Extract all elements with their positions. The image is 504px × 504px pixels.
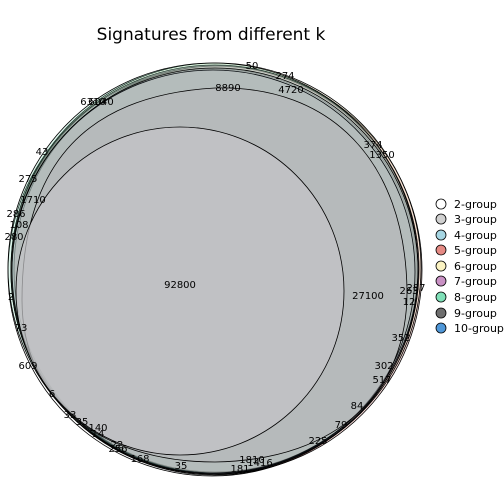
legend-swatch bbox=[435, 275, 447, 287]
legend-swatch bbox=[435, 198, 447, 210]
region-label: 1710 bbox=[20, 195, 45, 206]
legend-swatch bbox=[435, 229, 447, 241]
region-label: 6 bbox=[49, 389, 55, 400]
region-label: 43 bbox=[36, 147, 49, 158]
region-label: 50 bbox=[246, 61, 259, 72]
legend-item-2-group: 2-group bbox=[435, 198, 497, 211]
region-label: 2 bbox=[8, 292, 14, 303]
region-label: 280 bbox=[4, 232, 23, 243]
legend-item-3-group: 3-group bbox=[435, 213, 497, 226]
region-labels: 92800 27100 8890 4720 1350 374 274 50 63… bbox=[4, 61, 425, 475]
region-label: 1416 bbox=[247, 458, 272, 469]
region-label: 6040 bbox=[88, 97, 113, 108]
region-label: 181 bbox=[230, 464, 249, 475]
legend-label: 7-group bbox=[454, 275, 497, 288]
region-label: 35 bbox=[175, 461, 188, 472]
legend-label: 2-group bbox=[454, 198, 497, 211]
region-label: 84 bbox=[351, 401, 364, 412]
region-label: 8890 bbox=[215, 83, 240, 94]
legend-item-9-group: 9-group bbox=[435, 307, 497, 320]
region-label: 275 bbox=[18, 174, 37, 185]
region-label: 33 bbox=[64, 410, 77, 421]
region-label: 140 bbox=[88, 423, 107, 434]
legend-item-7-group: 7-group bbox=[435, 275, 497, 288]
region-label: 1350 bbox=[369, 150, 394, 161]
region-label: 287 bbox=[406, 283, 425, 294]
region-label: 168 bbox=[130, 454, 149, 465]
legend-label: 5-group bbox=[454, 244, 497, 257]
legend-item-5-group: 5-group bbox=[435, 244, 497, 257]
region-label: 374 bbox=[363, 140, 382, 151]
region-label: 352 bbox=[391, 333, 410, 344]
region-label: 4720 bbox=[278, 85, 303, 96]
legend-swatch bbox=[435, 244, 447, 256]
region-label: 27100 bbox=[352, 291, 384, 302]
set-circles bbox=[7, 62, 423, 477]
region-label: 108 bbox=[9, 220, 28, 231]
legend-item-6-group: 6-group bbox=[435, 260, 497, 273]
region-label: 256 bbox=[108, 444, 127, 455]
legend-item-4-group: 4-group bbox=[435, 229, 497, 242]
region-label: 225 bbox=[308, 436, 327, 447]
legend: 2-group 3-group 4-group 5-group 6-group … bbox=[435, 198, 504, 335]
legend-item-10-group: 10-group bbox=[435, 322, 504, 335]
region-label: 286 bbox=[6, 209, 25, 220]
legend-swatch bbox=[435, 307, 447, 319]
legend-swatch bbox=[435, 260, 447, 272]
region-label: 6310 bbox=[80, 97, 105, 108]
legend-label: 9-group bbox=[454, 307, 497, 320]
region-label: 274 bbox=[275, 71, 294, 82]
legend-swatch bbox=[435, 291, 447, 303]
legend-label: 3-group bbox=[454, 213, 497, 226]
legend-label: 6-group bbox=[454, 260, 497, 273]
region-label: 517 bbox=[372, 375, 391, 386]
region-label: 73 bbox=[15, 323, 28, 334]
legend-swatch bbox=[435, 322, 447, 334]
inner-subset-core bbox=[15, 126, 345, 456]
legend-swatch bbox=[435, 213, 447, 225]
legend-label: 8-group bbox=[454, 291, 497, 304]
legend-label: 10-group bbox=[454, 322, 504, 335]
region-label: 14 bbox=[92, 429, 105, 440]
region-label: 22 bbox=[111, 440, 124, 451]
region-label: 12 bbox=[403, 297, 416, 308]
region-label: 263 bbox=[399, 286, 418, 297]
region-label: 302 bbox=[374, 361, 393, 372]
region-label: 1810 bbox=[239, 455, 264, 466]
region-label: 92800 bbox=[164, 280, 196, 291]
legend-label: 4-group bbox=[454, 229, 497, 242]
region-label: 79 bbox=[335, 420, 348, 431]
region-label: 609 bbox=[18, 361, 37, 372]
legend-item-8-group: 8-group bbox=[435, 291, 497, 304]
chart-title: Signatures from different k bbox=[97, 25, 326, 45]
region-label: 35 bbox=[76, 417, 89, 428]
